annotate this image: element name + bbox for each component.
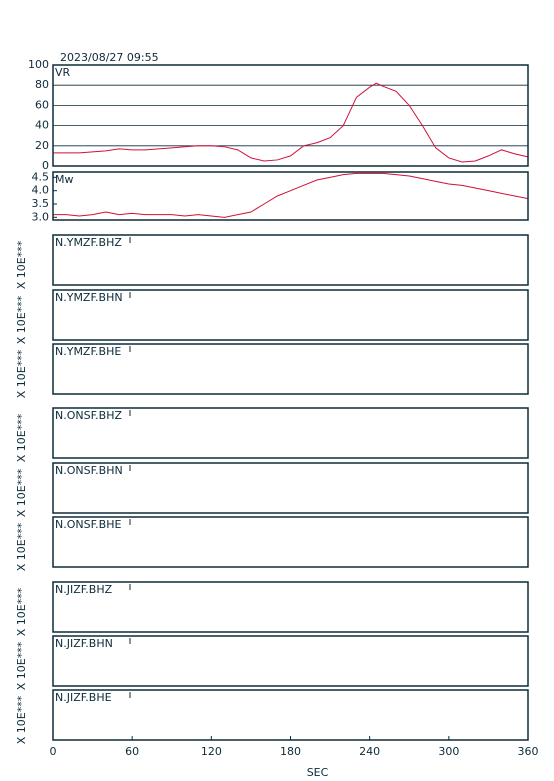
trace-label: N.YMZF.BHE [55,345,121,358]
y-tick-label: 80 [35,78,49,91]
y-axis-label: X 10E*** [15,641,28,690]
trace-panel [52,407,529,459]
y-tick-label: 40 [35,119,49,132]
panel-frame [52,64,529,167]
trace-label: N.YMZF.BHZ [55,236,122,249]
series-label: VR [55,66,71,79]
trace-panel [52,289,529,341]
y-tick-label: 60 [35,98,49,111]
x-tick-label: 300 [438,745,459,758]
y-axis-label: X 10E*** [15,695,28,744]
trace-panel [52,689,529,741]
trace-panel [52,234,529,286]
y-axis-label: X 10E*** [15,587,28,636]
x-tick-label: 240 [359,745,380,758]
y-tick-label: 4.5 [32,170,50,183]
x-tick-label: 60 [125,745,139,758]
y-axis-label: X 10E*** [15,468,28,517]
trace-label: N.JIZF.BHE [55,691,112,704]
trace-panel [52,581,529,633]
trace-label: N.ONSF.BHN [55,464,123,477]
trace-panel [52,462,529,514]
trace-label: N.JIZF.BHN [55,637,113,650]
trace-label: N.YMZF.BHN [55,291,123,304]
trace-label: N.JIZF.BHZ [55,583,113,596]
trace-panel [52,635,529,687]
y-tick-label: 3.5 [32,197,50,210]
series-label: Mw [55,173,74,186]
y-tick-label: 4.0 [32,184,50,197]
x-tick-label: 120 [201,745,222,758]
x-axis-label: SEC [307,766,329,779]
y-axis-label: X 10E*** [15,240,28,289]
data-line [53,82,529,163]
trace-panel [52,516,529,568]
trace-label: N.ONSF.BHZ [55,409,122,422]
y-tick-label: 100 [28,58,49,71]
y-axis-label: X 10E*** [15,413,28,462]
y-tick-label: 3.0 [32,210,50,223]
y-tick-label: 20 [35,139,49,152]
x-tick-label: 0 [50,745,57,758]
y-axis-label: X 10E*** [15,522,28,571]
y-axis-label: X 10E*** [15,295,28,344]
trace-panel [52,343,529,395]
y-tick-label: 0 [42,159,49,172]
x-tick-label: 180 [280,745,301,758]
panel-frame [52,171,529,221]
trace-label: N.ONSF.BHE [55,518,121,531]
data-line [53,172,529,218]
timestamp: 2023/08/27 09:55 [60,51,159,64]
y-axis-label: X 10E*** [15,349,28,398]
x-tick-label: 360 [518,745,539,758]
